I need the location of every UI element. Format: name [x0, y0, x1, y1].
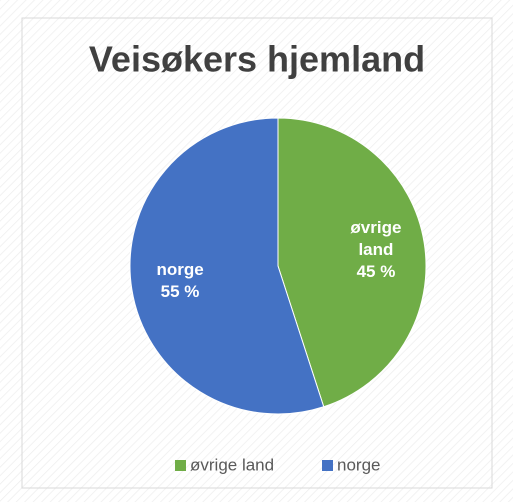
slice-label: norge: [156, 260, 203, 279]
pie-slice: [277, 117, 427, 408]
legend-label: øvrige land: [190, 455, 274, 474]
slice-label: øvrige: [350, 218, 401, 237]
legend-swatch: [175, 460, 186, 471]
slice-value-label: 45 %: [357, 262, 396, 281]
slice-value-label: 55 %: [161, 282, 200, 301]
chart-title: Veisøkers hjemland: [89, 39, 425, 80]
pie-slice: [129, 117, 325, 415]
slice-label: land: [358, 240, 393, 259]
legend-swatch: [322, 460, 333, 471]
legend-label: norge: [337, 455, 380, 474]
